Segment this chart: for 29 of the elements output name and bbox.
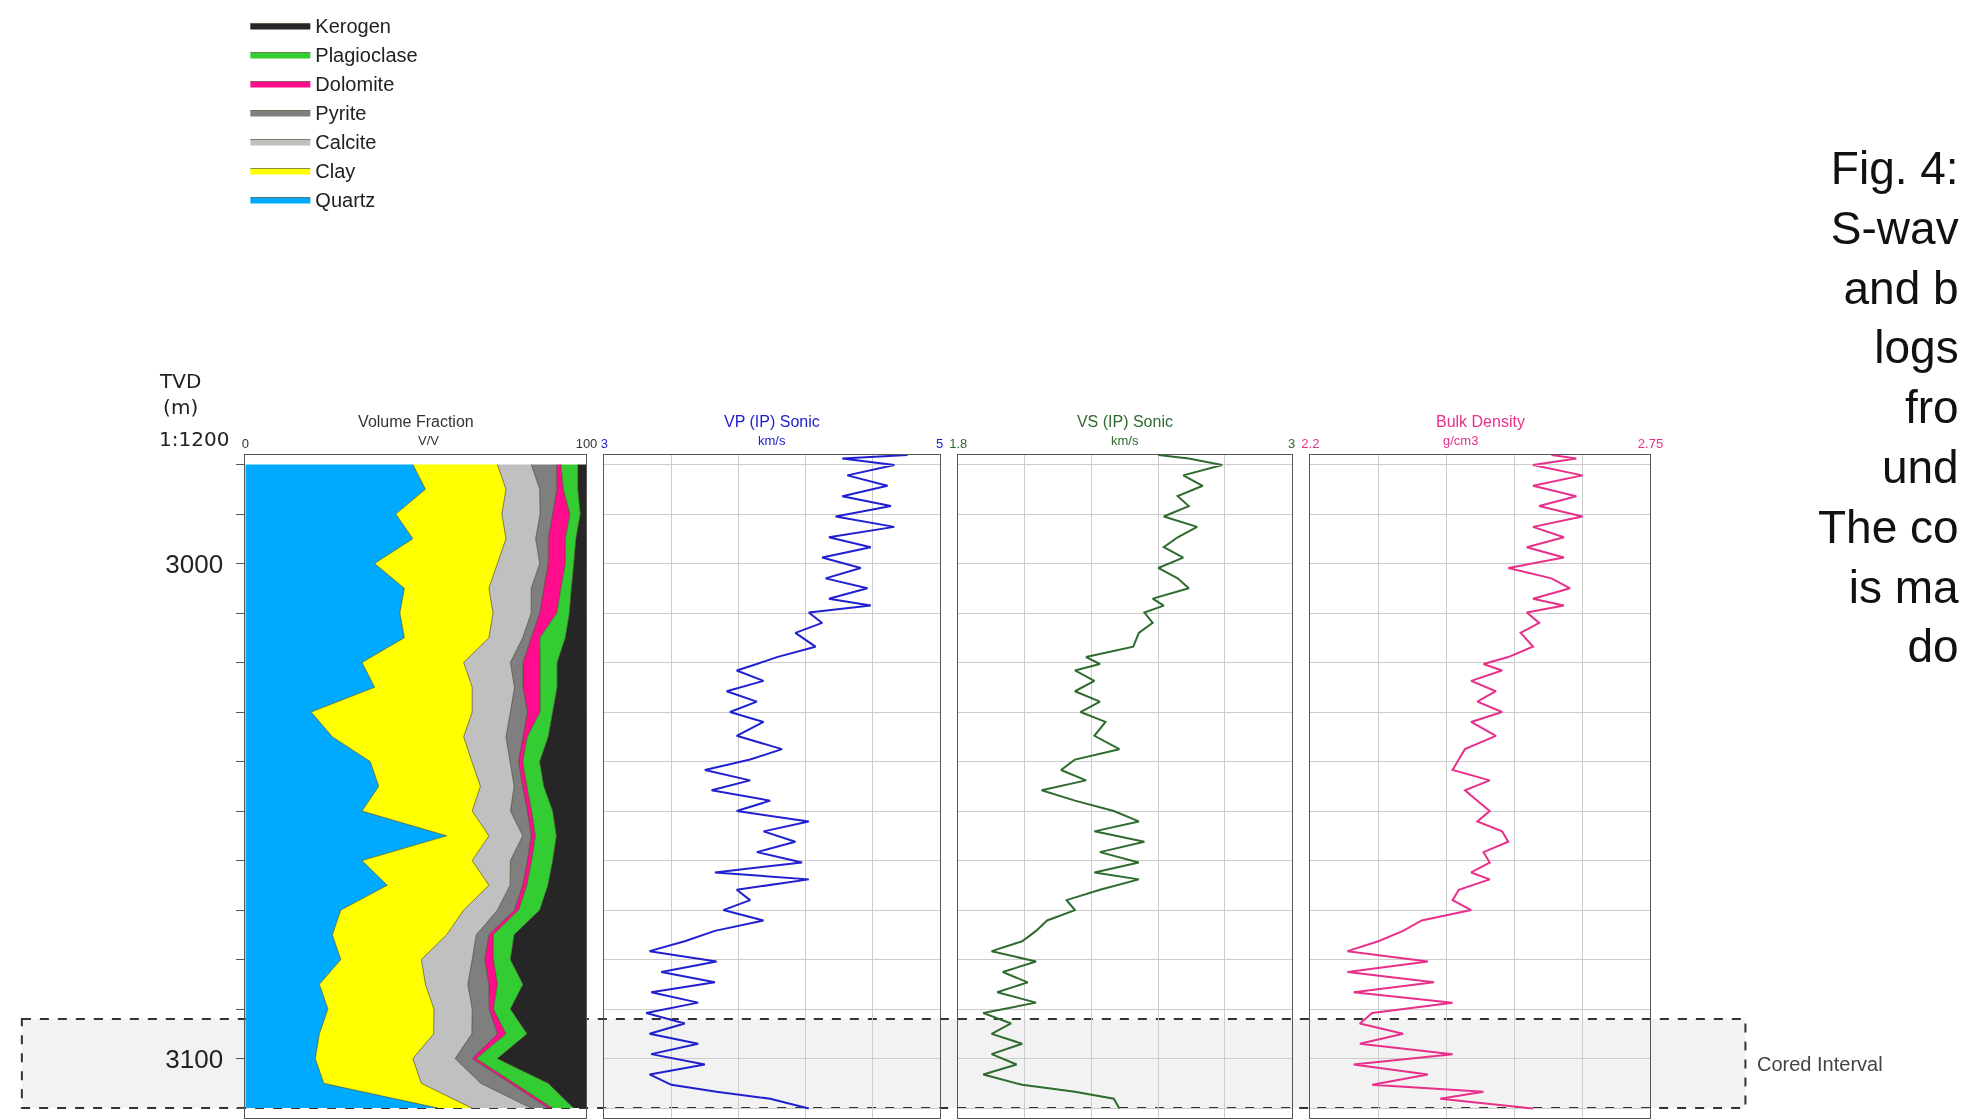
legend-label: Plagioclase xyxy=(315,44,418,67)
x-axis-title: VP (IP) Sonic xyxy=(724,413,820,431)
x-tick-label: 1.8 xyxy=(949,436,968,452)
legend-label: Clay xyxy=(315,160,356,183)
text: g/cm3 xyxy=(1443,433,1479,448)
x-tick-label: 100 xyxy=(575,436,598,452)
legend-label: Kerogen xyxy=(315,15,391,38)
x-axis-title: Volume Fraction xyxy=(358,413,474,431)
y-tick-label: 3100 xyxy=(165,1043,224,1074)
text: 1:1200 xyxy=(159,427,230,451)
text: km/s xyxy=(758,433,786,448)
y-axis-title: TVD (m) xyxy=(159,369,202,419)
x-tick-label: 3 xyxy=(600,436,608,452)
x-tick-label: 2.2 xyxy=(1301,436,1320,452)
x-axis-title: Bulk Density xyxy=(1435,413,1525,431)
text: Fig. 4: S-wav and b logs fro und The co is ma do xyxy=(1818,142,1959,673)
y-tick-label: 3000 xyxy=(165,548,224,579)
legend-label: Quartz xyxy=(315,189,376,212)
x-tick-label: 5 xyxy=(935,436,944,452)
text: V/V xyxy=(418,433,440,448)
legend-label: Pyrite xyxy=(315,102,367,125)
legend-label: Dolomite xyxy=(315,73,395,96)
x-tick-label: 2.75 xyxy=(1637,436,1664,452)
band-label: Cored Interval xyxy=(1757,1053,1883,1075)
legend-label: Calcite xyxy=(315,131,377,154)
x-tick-label: 0 xyxy=(241,436,249,452)
x-tick-label: 3 xyxy=(1287,436,1296,452)
text: km/s xyxy=(1111,433,1139,448)
x-axis-title: VS (IP) Sonic xyxy=(1076,413,1173,431)
